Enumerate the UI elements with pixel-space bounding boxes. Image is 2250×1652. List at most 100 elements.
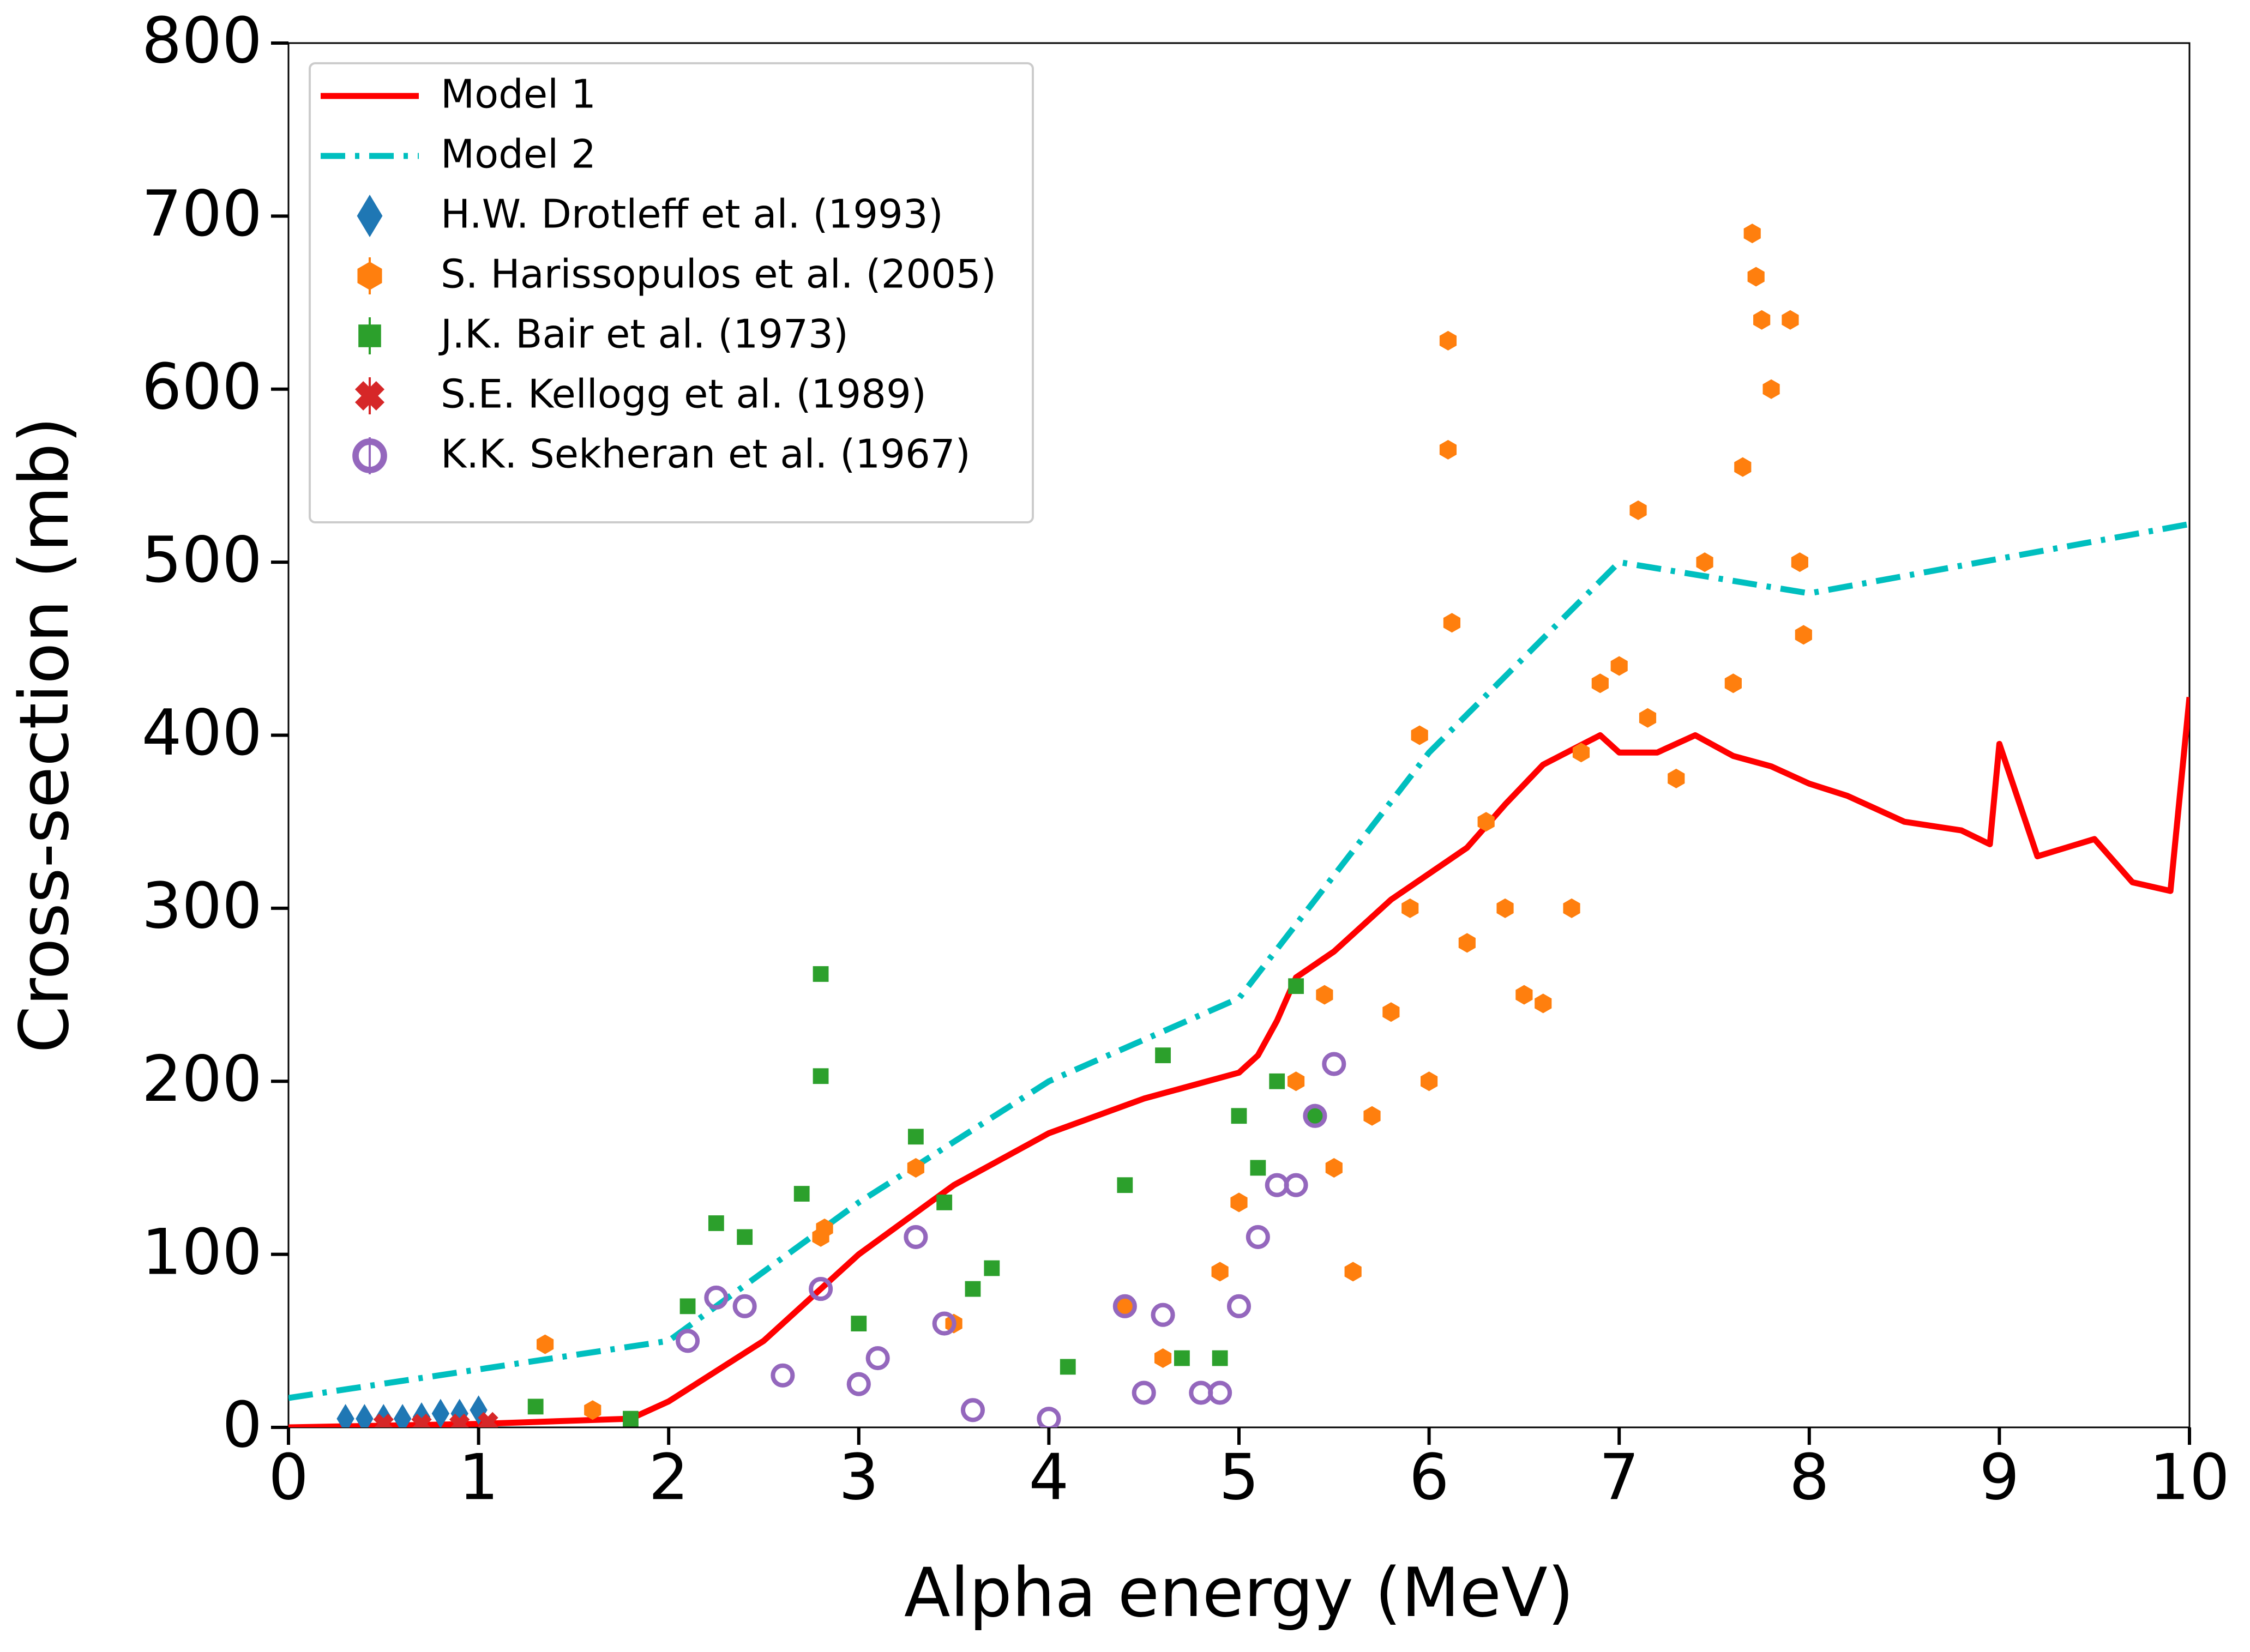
marker-hexagon xyxy=(1382,1002,1400,1022)
marker-hexagon xyxy=(1696,552,1713,572)
legend-label: K.K. Sekheran et al. (1967) xyxy=(441,431,971,477)
x-tick-label: 1 xyxy=(459,1441,499,1515)
marker-circle xyxy=(1265,1173,1289,1197)
marker-square xyxy=(737,1229,753,1245)
marker-hexagon xyxy=(1639,708,1657,728)
marker-hexagon xyxy=(1401,898,1419,918)
marker-diamond xyxy=(431,1398,450,1427)
marker-diamond xyxy=(356,1404,374,1427)
marker-square xyxy=(1288,978,1304,994)
x-tick-label: 3 xyxy=(839,1441,879,1515)
marker-square xyxy=(1155,1047,1171,1064)
marker-square xyxy=(1250,1160,1266,1176)
legend-label: S.E. Kellogg et al. (1989) xyxy=(441,371,927,417)
marker-hexagon xyxy=(1421,1071,1438,1092)
marker-square xyxy=(1231,1108,1247,1124)
y-tick-label: 300 xyxy=(142,870,262,943)
marker-hexagon xyxy=(1747,267,1765,287)
marker-diamond xyxy=(393,1404,412,1427)
marker-diamond xyxy=(336,1404,354,1427)
marker-hexagon xyxy=(1287,1071,1305,1092)
y-tick-label: 500 xyxy=(142,523,262,597)
marker-diamond xyxy=(470,1395,488,1425)
marker-hexagon xyxy=(907,1157,924,1178)
y-tick-label: 200 xyxy=(142,1042,262,1116)
marker-square xyxy=(984,1260,1000,1276)
x-tick-label: 10 xyxy=(2149,1441,2230,1515)
marker-circle xyxy=(704,1285,729,1310)
marker-square xyxy=(1307,1108,1323,1124)
legend-label: J.K. Bair et al. (1973) xyxy=(438,311,849,357)
marker-hexagon xyxy=(1724,673,1742,694)
marker-hexagon xyxy=(1230,1192,1248,1213)
marker-circle xyxy=(1246,1225,1270,1249)
x-tick-label: 6 xyxy=(1409,1441,1449,1515)
legend-label: H.W. Drotleff et al. (1993) xyxy=(441,191,943,237)
marker-square xyxy=(907,1129,924,1145)
marker-circle xyxy=(932,1311,956,1336)
marker-circle xyxy=(809,1277,833,1301)
marker-square xyxy=(1174,1350,1190,1366)
series-line xyxy=(288,521,2189,1401)
marker-hexagon xyxy=(1496,898,1514,918)
legend-label: Model 2 xyxy=(441,131,596,177)
marker-hexagon xyxy=(1154,1348,1172,1368)
x-tick-label: 2 xyxy=(648,1441,689,1515)
marker-circle xyxy=(1208,1380,1232,1405)
marker-hexagon xyxy=(1743,224,1761,244)
marker-circle xyxy=(1303,1104,1327,1128)
marker-hexagon xyxy=(357,262,382,290)
marker-circle xyxy=(865,1346,890,1371)
marker-hexagon xyxy=(1515,985,1533,1005)
marker-circle xyxy=(1322,1052,1346,1076)
marker-circle xyxy=(846,1372,871,1396)
y-tick-label: 0 xyxy=(222,1389,262,1462)
marker-circle xyxy=(352,438,387,473)
marker-hexagon xyxy=(1795,625,1812,645)
marker-hexagon xyxy=(1325,1157,1343,1178)
marker-square xyxy=(679,1298,696,1315)
marker-circle xyxy=(771,1363,795,1388)
y-tick-label: 700 xyxy=(142,177,262,251)
marker-circle xyxy=(1112,1294,1137,1318)
marker-hexagon xyxy=(1439,330,1457,351)
marker-square xyxy=(813,1068,829,1084)
marker-hexagon xyxy=(1211,1262,1229,1282)
marker-hexagon xyxy=(1629,500,1647,520)
plot-area xyxy=(288,224,2189,1427)
marker-circle xyxy=(1189,1380,1213,1405)
marker-cross xyxy=(478,1412,498,1427)
marker-diamond xyxy=(357,195,383,237)
marker-hexagon xyxy=(1563,898,1580,918)
marker-square xyxy=(1060,1359,1076,1375)
marker-hexagon xyxy=(1572,743,1590,763)
marker-hexagon xyxy=(1734,457,1752,477)
marker-circle xyxy=(676,1329,700,1353)
marker-square xyxy=(358,324,381,347)
marker-circle xyxy=(1037,1407,1061,1427)
marker-square xyxy=(1269,1073,1285,1089)
marker-circle xyxy=(1284,1173,1308,1197)
marker-hexagon xyxy=(1458,933,1476,953)
marker-hexagon xyxy=(1535,993,1552,1014)
marker-circle xyxy=(960,1398,985,1422)
marker-hexagon xyxy=(1477,812,1495,832)
legend-label: Model 1 xyxy=(441,71,596,117)
marker-hexagon xyxy=(584,1400,601,1420)
marker-hexagon xyxy=(1344,1262,1362,1282)
marker-square xyxy=(965,1281,981,1297)
marker-cross xyxy=(354,381,385,411)
marker-hexagon xyxy=(1782,310,1799,330)
x-tick-label: 4 xyxy=(1028,1441,1069,1515)
marker-square xyxy=(708,1215,724,1231)
x-tick-label: 8 xyxy=(1789,1441,1830,1515)
marker-circle xyxy=(1132,1380,1156,1405)
y-axis-label: Cross-section (mb) xyxy=(5,417,84,1053)
marker-square xyxy=(813,966,829,982)
marker-cross xyxy=(411,1413,432,1427)
marker-hexagon xyxy=(1316,985,1333,1005)
marker-hexagon xyxy=(816,1219,833,1239)
marker-hexagon xyxy=(1116,1296,1134,1316)
